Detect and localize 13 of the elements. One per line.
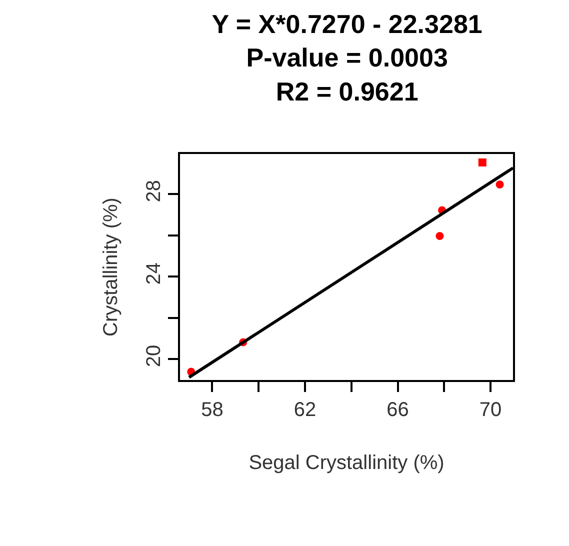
chart-title: Y = X*0.7270 - 22.3281 P-value = 0.0003 R2 = 0.9621 xyxy=(212,8,482,106)
y-tick-label: 20 xyxy=(143,344,165,368)
point xyxy=(496,180,504,188)
y-axis-title: Crystallinity (%) xyxy=(100,198,122,336)
y-tick-label: 24 xyxy=(143,262,165,285)
y-tick-label: 28 xyxy=(143,180,165,202)
point xyxy=(478,158,486,166)
x-tick-label: 70 xyxy=(479,399,502,421)
x-tick-label: 66 xyxy=(386,399,409,421)
point xyxy=(436,232,444,240)
x-tick-label: 58 xyxy=(201,399,224,421)
x-axis-title: Segal Crystallinity (%) xyxy=(248,452,444,474)
x-tick-label: 62 xyxy=(294,399,316,421)
